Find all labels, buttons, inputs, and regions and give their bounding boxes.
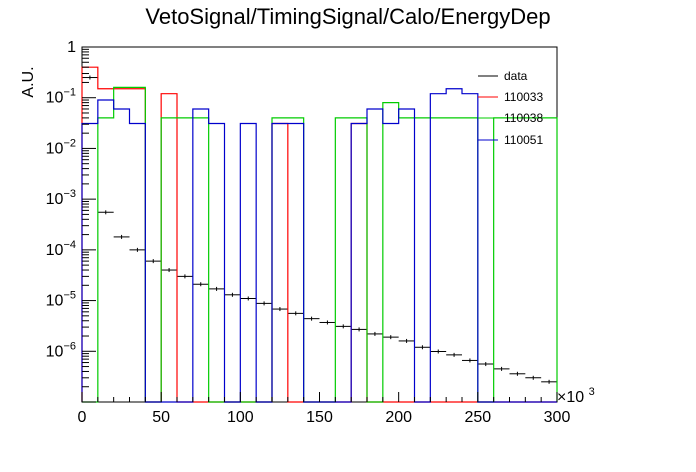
series-layer <box>81 66 558 403</box>
x-tick-label: 150 <box>306 409 333 426</box>
y-tick-label: 10−4 <box>46 239 76 259</box>
x-multiplier-exponent: 3 <box>589 386 595 398</box>
data-point <box>367 331 383 336</box>
data-point <box>272 307 288 312</box>
data-point <box>129 247 146 252</box>
data-point <box>177 274 193 279</box>
data-point <box>303 316 320 321</box>
chart-title: VetoSignal/TimingSignal/Calo/EnergyDep <box>145 4 550 29</box>
data-point <box>398 338 415 343</box>
y-tick-label: 10−2 <box>46 137 76 157</box>
data-point <box>113 234 130 239</box>
series-110051-histogram <box>81 88 557 403</box>
x-tick-label: 100 <box>227 409 254 426</box>
data-point <box>161 268 177 273</box>
x-tick-label: 0 <box>78 409 87 426</box>
x-tick-label: 200 <box>385 409 412 426</box>
y-tick-label: 10−6 <box>46 340 76 360</box>
data-point <box>525 375 542 380</box>
data-point <box>541 379 557 384</box>
data-point <box>256 301 272 306</box>
data-point <box>287 311 304 316</box>
data-point <box>493 366 510 371</box>
data-point <box>208 286 225 291</box>
data-point <box>477 362 494 367</box>
x-tick-label: 300 <box>544 409 571 426</box>
data-point <box>97 210 114 215</box>
data-point <box>509 371 526 376</box>
x-multiplier-base: ×10 <box>557 389 584 406</box>
x-multiplier-label: ×10 3 <box>557 386 595 406</box>
y-tick-label: 1 <box>67 39 76 56</box>
series-110033-histogram <box>81 66 557 403</box>
y-tick-label: 10−5 <box>46 290 76 310</box>
data-point <box>145 259 162 264</box>
data-point <box>319 320 336 325</box>
legend-data-label: data <box>504 69 528 83</box>
legend: data 110033 110038 110051 <box>478 69 543 147</box>
data-point <box>351 327 367 332</box>
x-tick-label: 50 <box>152 409 170 426</box>
data-point <box>446 352 462 357</box>
data-point <box>382 335 399 340</box>
x-tick-label: 250 <box>464 409 491 426</box>
data-point <box>462 358 478 363</box>
y-tick-label: 10−3 <box>46 188 76 208</box>
data-point <box>430 349 447 354</box>
data-point <box>82 75 98 80</box>
series-110038-histogram <box>82 86 558 403</box>
plot-frame <box>81 46 558 403</box>
y-axis-label: A.U. <box>20 66 37 97</box>
legend-110033-label: 110033 <box>504 90 543 104</box>
data-point <box>224 292 241 297</box>
data-point <box>335 324 352 329</box>
data-point <box>414 345 431 350</box>
data-point <box>192 282 209 287</box>
legend-110038-label: 110038 <box>504 111 543 125</box>
legend-110051-label: 110051 <box>504 133 543 147</box>
axes-layer: 0 50 100 150 200 250 300 1 10−1 10−2 10−3 10−4 10−5 1… <box>46 39 571 426</box>
data-point <box>240 296 257 301</box>
y-tick-label: 10−1 <box>46 87 76 107</box>
